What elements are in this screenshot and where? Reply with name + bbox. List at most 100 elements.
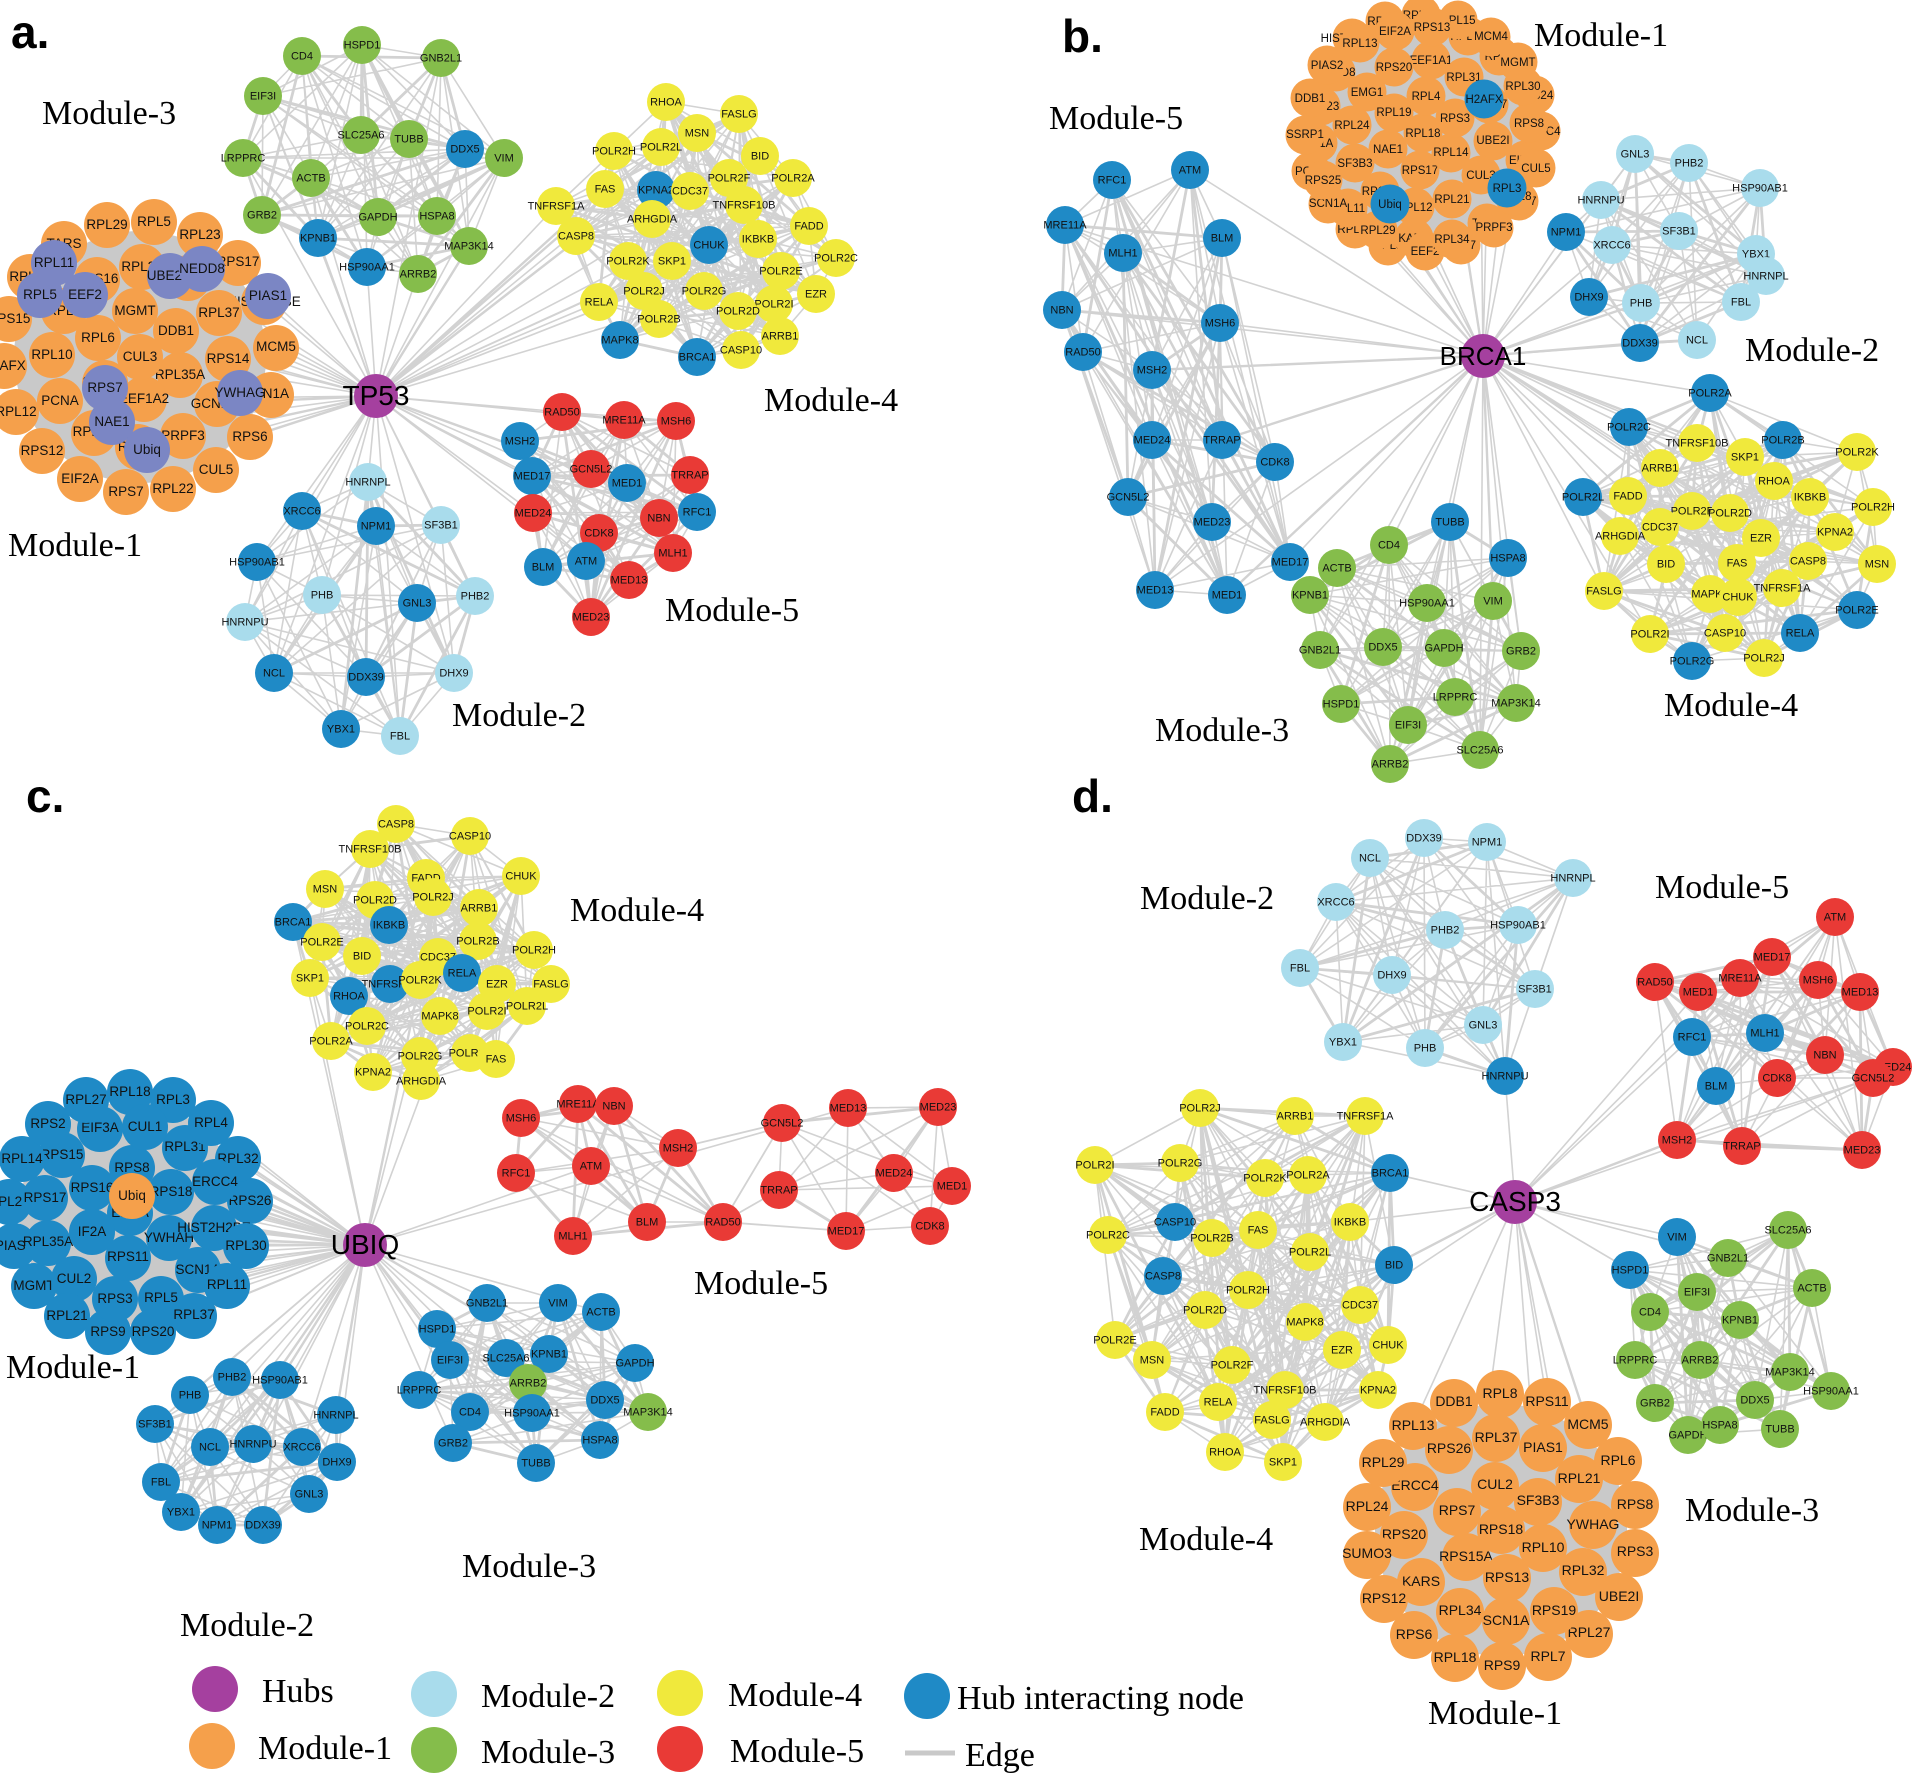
svg-text:MLH1: MLH1 — [1108, 248, 1137, 260]
svg-text:RPS17: RPS17 — [24, 1190, 67, 1205]
svg-text:RPL23: RPL23 — [179, 227, 220, 242]
svg-text:Module-2: Module-2 — [481, 1678, 615, 1715]
svg-text:RPL29: RPL29 — [1362, 1454, 1405, 1470]
svg-text:NPM1: NPM1 — [202, 1520, 233, 1532]
svg-text:RPS7: RPS7 — [1439, 1502, 1476, 1518]
svg-text:RPL32: RPL32 — [217, 1151, 258, 1166]
svg-text:CASP8: CASP8 — [558, 231, 594, 243]
svg-text:RPL27: RPL27 — [1568, 1624, 1611, 1640]
svg-text:BID: BID — [353, 951, 371, 963]
svg-text:SSRP1: SSRP1 — [1286, 129, 1324, 141]
svg-text:XRCC6: XRCC6 — [283, 506, 320, 518]
svg-text:TRRAP: TRRAP — [671, 470, 708, 482]
svg-text:FADD: FADD — [1150, 1407, 1179, 1419]
svg-text:HNRNPL: HNRNPL — [1743, 271, 1788, 283]
svg-text:MGMT: MGMT — [13, 1278, 54, 1293]
svg-text:MSN: MSN — [685, 128, 710, 140]
svg-text:TNFRSF1A: TNFRSF1A — [1337, 1111, 1395, 1123]
svg-text:Module-3: Module-3 — [1155, 712, 1289, 749]
svg-text:EEF1A1: EEF1A1 — [1410, 55, 1453, 67]
svg-text:NCL: NCL — [199, 1442, 221, 1454]
svg-text:POLR2G: POLR2G — [1158, 1158, 1203, 1170]
svg-text:IKBKB: IKBKB — [1334, 1217, 1366, 1229]
svg-text:TRRAP: TRRAP — [760, 1185, 797, 1197]
svg-text:RFC1: RFC1 — [502, 1168, 531, 1180]
svg-text:POLR2E: POLR2E — [759, 266, 802, 278]
svg-text:CUL5: CUL5 — [1521, 163, 1550, 175]
svg-text:KARS: KARS — [1402, 1573, 1440, 1589]
svg-text:FBL: FBL — [1731, 297, 1751, 309]
svg-text:LRPPRC: LRPPRC — [221, 153, 266, 165]
svg-text:Module-4: Module-4 — [1664, 687, 1798, 724]
svg-text:RPL18: RPL18 — [109, 1084, 150, 1099]
svg-text:POLR2J: POLR2J — [1179, 1103, 1221, 1115]
svg-text:RPL5: RPL5 — [137, 214, 171, 229]
svg-text:Module-5: Module-5 — [1655, 869, 1789, 906]
svg-text:SKP1: SKP1 — [296, 973, 324, 985]
svg-text:FBL: FBL — [1290, 963, 1310, 975]
svg-text:MAP3K14: MAP3K14 — [444, 241, 494, 253]
svg-text:Hubs: Hubs — [262, 1673, 334, 1710]
svg-text:RPL22: RPL22 — [152, 481, 193, 496]
svg-text:RPS18: RPS18 — [1479, 1521, 1524, 1537]
svg-text:RPL21: RPL21 — [1558, 1470, 1601, 1486]
svg-text:Module-2: Module-2 — [1745, 332, 1879, 369]
svg-text:PHB: PHB — [179, 1390, 202, 1402]
svg-text:CDC37: CDC37 — [1342, 1300, 1378, 1312]
svg-text:MAP3K14: MAP3K14 — [1491, 698, 1541, 710]
svg-text:IKBKB: IKBKB — [1794, 492, 1826, 504]
svg-text:a.: a. — [11, 6, 49, 58]
svg-text:HSP90AA1: HSP90AA1 — [339, 262, 395, 274]
svg-text:MGMT: MGMT — [114, 303, 155, 318]
svg-text:BRCA1: BRCA1 — [1440, 341, 1527, 371]
svg-text:RPS20: RPS20 — [132, 1324, 175, 1339]
svg-text:RFC1: RFC1 — [1098, 175, 1127, 187]
svg-text:POLR2A: POLR2A — [771, 173, 815, 185]
svg-text:ACTB: ACTB — [1797, 1283, 1826, 1295]
svg-text:IF2A: IF2A — [78, 1224, 107, 1239]
svg-text:POLR2K: POLR2K — [398, 975, 442, 987]
svg-text:HSPD1: HSPD1 — [344, 40, 381, 52]
svg-text:NPM1: NPM1 — [1472, 837, 1503, 849]
svg-text:BID: BID — [1385, 1260, 1403, 1272]
svg-text:RPL31: RPL31 — [1446, 72, 1481, 84]
svg-text:KPNB1: KPNB1 — [1722, 1315, 1758, 1327]
svg-text:YBX1: YBX1 — [167, 1507, 195, 1519]
svg-text:CDC37: CDC37 — [1642, 522, 1678, 534]
svg-text:SLC25A6: SLC25A6 — [1456, 745, 1503, 757]
svg-text:EIF3I: EIF3I — [1395, 720, 1421, 732]
svg-text:Hub interacting node: Hub interacting node — [957, 1680, 1244, 1717]
svg-text:POLR2B: POLR2B — [1190, 1233, 1233, 1245]
svg-text:CDC37: CDC37 — [672, 186, 708, 198]
svg-text:CUL2: CUL2 — [57, 1271, 92, 1286]
svg-text:TNFRSF10B: TNFRSF10B — [339, 844, 402, 856]
svg-text:CUL1: CUL1 — [128, 1119, 163, 1134]
svg-text:DDX5: DDX5 — [450, 144, 479, 156]
svg-text:ARHGDIA: ARHGDIA — [627, 214, 678, 226]
svg-text:RPL3: RPL3 — [156, 1092, 190, 1107]
svg-text:RPL6: RPL6 — [1600, 1452, 1635, 1468]
svg-text:MSH2: MSH2 — [505, 436, 536, 448]
svg-text:RPL5: RPL5 — [23, 287, 57, 302]
svg-text:RPS6: RPS6 — [1396, 1626, 1433, 1642]
svg-text:RPL34: RPL34 — [1439, 1602, 1482, 1618]
svg-text:c.: c. — [26, 770, 64, 822]
svg-text:GNL3: GNL3 — [295, 1489, 324, 1501]
svg-text:NBN: NBN — [1050, 305, 1073, 317]
svg-text:SF3B1: SF3B1 — [138, 1419, 172, 1431]
svg-text:CASP8: CASP8 — [1145, 1271, 1181, 1283]
svg-text:FAS: FAS — [486, 1054, 507, 1066]
svg-text:NBN: NBN — [1813, 1050, 1836, 1062]
svg-text:KPNA2: KPNA2 — [355, 1067, 391, 1079]
svg-text:Module-5: Module-5 — [730, 1733, 864, 1770]
svg-text:POLR2C: POLR2C — [1607, 422, 1651, 434]
svg-text:HNRNPL: HNRNPL — [313, 1410, 358, 1422]
svg-text:GNL3: GNL3 — [1469, 1020, 1498, 1032]
svg-text:DDB1: DDB1 — [158, 323, 194, 338]
svg-text:POLR2L: POLR2L — [1289, 1247, 1331, 1259]
svg-text:BLM: BLM — [1705, 1081, 1728, 1093]
svg-text:GRB2: GRB2 — [1640, 1398, 1670, 1410]
svg-text:TRRAP: TRRAP — [1723, 1141, 1760, 1153]
svg-text:XRCC6: XRCC6 — [283, 1442, 320, 1454]
svg-text:Module-4: Module-4 — [764, 382, 898, 419]
